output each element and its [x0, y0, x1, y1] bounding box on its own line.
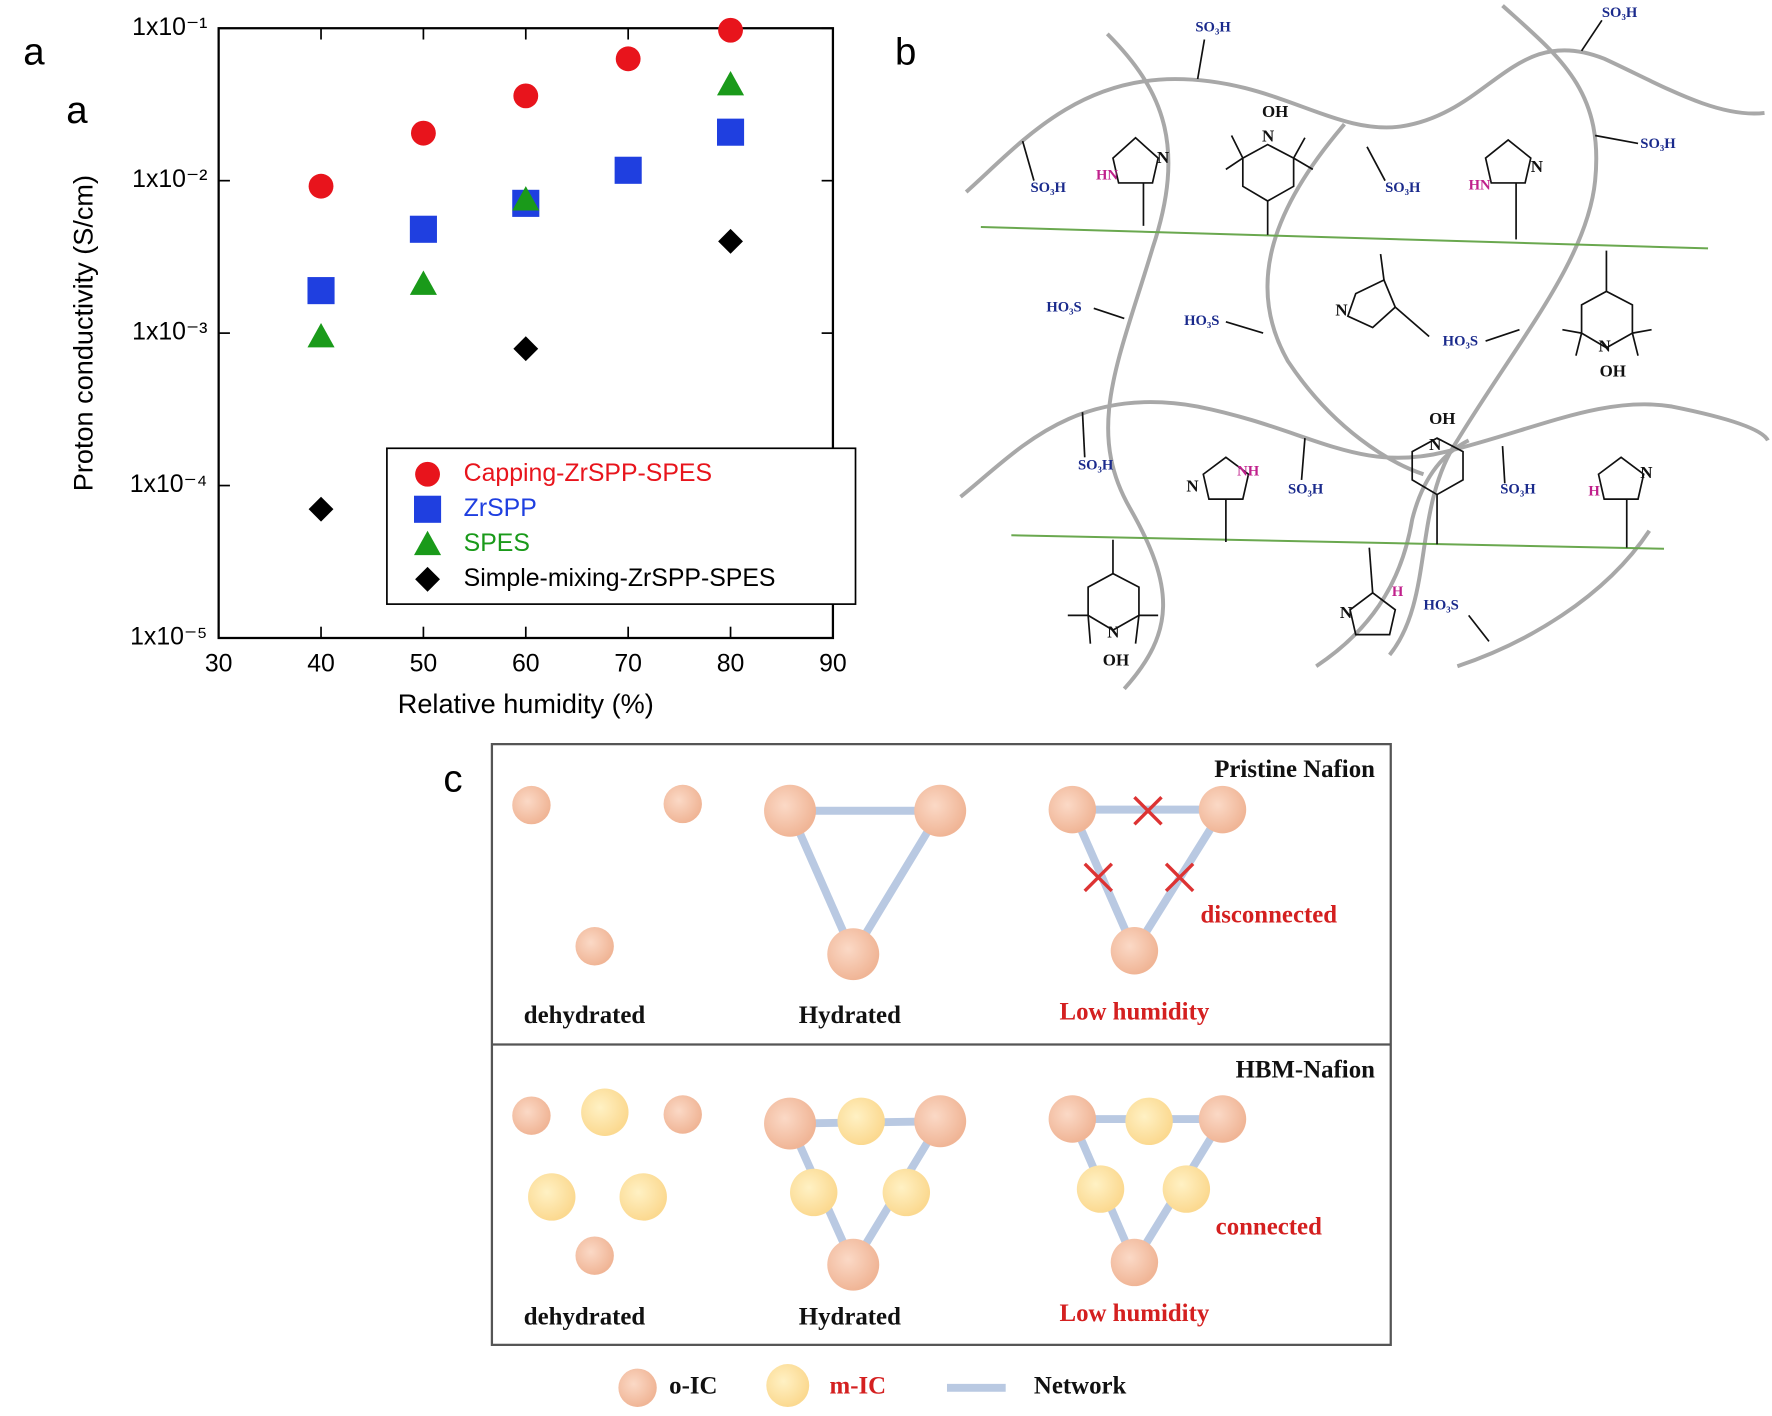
- marker: [414, 495, 442, 523]
- chart: a a Relative humidity (%) Proton conduct…: [23, 14, 857, 719]
- chem-label: N: [1340, 603, 1352, 622]
- y-tick-label: 1x10⁻³: [132, 319, 207, 346]
- chem-label: N: [1107, 622, 1119, 641]
- chem-label: N: [1640, 463, 1652, 482]
- chem-label: HO₃S: [1443, 334, 1478, 350]
- chem-label: N: [1186, 477, 1198, 496]
- legend-label: m-IC: [830, 1372, 887, 1399]
- marker: [716, 118, 745, 146]
- marker: [410, 120, 436, 146]
- panel-label: b: [895, 30, 916, 73]
- chem-label: N: [1157, 148, 1169, 167]
- chem-label: OH: [1262, 102, 1288, 121]
- note: connected: [1216, 1213, 1322, 1240]
- chem-label: HO₃S: [1423, 598, 1458, 614]
- marker: [614, 156, 642, 184]
- marker: [409, 270, 437, 295]
- chem-label: HO₃S: [1184, 313, 1219, 329]
- y-tick-label: 1x10⁻²: [132, 166, 207, 193]
- y-tick-label: 1x10⁻¹: [132, 14, 207, 41]
- state-label: Hydrated: [799, 1304, 901, 1331]
- x-tick-label: 40: [307, 651, 335, 678]
- state-label: Low humidity: [1060, 999, 1210, 1026]
- state-label: dehydrated: [524, 1304, 646, 1331]
- chem-label: HO₃S: [1046, 300, 1081, 316]
- legend-label: o-IC: [669, 1372, 717, 1399]
- panel-label: c: [443, 758, 462, 801]
- chem-label: SO₃H: [1288, 481, 1324, 497]
- schematic: c Pristine Nafion dehydrated Hydrated: [443, 743, 1392, 1407]
- state-label: Low humidity: [1060, 1300, 1210, 1327]
- chem-label: N: [1262, 127, 1274, 146]
- chem-label: SO₃H: [1078, 458, 1114, 474]
- chem-label: H: [1588, 484, 1600, 500]
- marker: [414, 530, 442, 556]
- section-title: HBM-Nafion: [1236, 1056, 1375, 1083]
- legend-label: Network: [1034, 1372, 1127, 1399]
- chem-label: H: [1392, 584, 1404, 600]
- x-tick-label: 90: [819, 651, 847, 678]
- structure-diagram: b SO₃H SO₃H SO₃H: [895, 4, 1770, 691]
- marker: [415, 461, 440, 487]
- chem-label: N: [1599, 337, 1611, 356]
- x-tick-label: 50: [410, 651, 438, 678]
- x-tick-label: 60: [512, 651, 540, 678]
- x-tick-label: 70: [614, 651, 642, 678]
- legend-label: Capping-ZrSPP-SPES: [464, 460, 712, 487]
- marker: [415, 566, 440, 592]
- marker: [512, 186, 540, 211]
- legend-label: SPES: [464, 530, 530, 557]
- panel-label: a: [23, 30, 45, 73]
- chem-label: OH: [1103, 651, 1129, 670]
- chem-label: SO₃H: [1640, 136, 1676, 152]
- y-tick-label: 1x10⁻⁵: [130, 624, 207, 651]
- chem-label: HN: [1469, 178, 1491, 194]
- chem-label: OH: [1600, 362, 1626, 381]
- marker: [513, 83, 539, 109]
- y-tick-label: 1x10⁻⁴: [130, 471, 208, 498]
- chem-label: N: [1429, 435, 1441, 454]
- legend-label: Simple-mixing-ZrSPP-SPES: [464, 565, 776, 592]
- marker: [718, 228, 743, 254]
- x-axis-label: Relative humidity (%): [398, 688, 654, 719]
- chem-label: NH: [1237, 463, 1260, 479]
- state-label: dehydrated: [524, 1002, 646, 1029]
- marker: [513, 336, 539, 362]
- marker: [308, 496, 334, 522]
- marker: [409, 215, 437, 243]
- chem-label: HN: [1096, 168, 1118, 184]
- chem-label: OH: [1429, 409, 1455, 428]
- y-axis-label: Proton conductivity (S/cm): [68, 175, 99, 491]
- x-tick-label: 30: [205, 651, 233, 678]
- section-title: Pristine Nafion: [1214, 756, 1375, 783]
- chem-label: SO₃H: [1195, 20, 1231, 36]
- x-tick-label: 80: [717, 651, 745, 678]
- chem-label: SO₃H: [1602, 5, 1638, 21]
- chem-label: SO₃H: [1031, 180, 1067, 196]
- state-label: Hydrated: [799, 1002, 901, 1029]
- marker: [308, 173, 334, 199]
- legend-box: [386, 447, 857, 605]
- chem-label: N: [1531, 157, 1543, 176]
- note: disconnected: [1201, 902, 1338, 929]
- marker: [716, 71, 745, 96]
- marker: [615, 46, 641, 72]
- chem-label: N: [1335, 301, 1347, 320]
- chem-label: SO₃H: [1385, 180, 1421, 196]
- panel-label: a: [66, 89, 88, 132]
- chem-label: SO₃H: [1500, 481, 1536, 497]
- marker: [718, 17, 743, 43]
- legend-label: ZrSPP: [464, 495, 537, 522]
- marker: [307, 277, 335, 305]
- marker: [307, 322, 335, 348]
